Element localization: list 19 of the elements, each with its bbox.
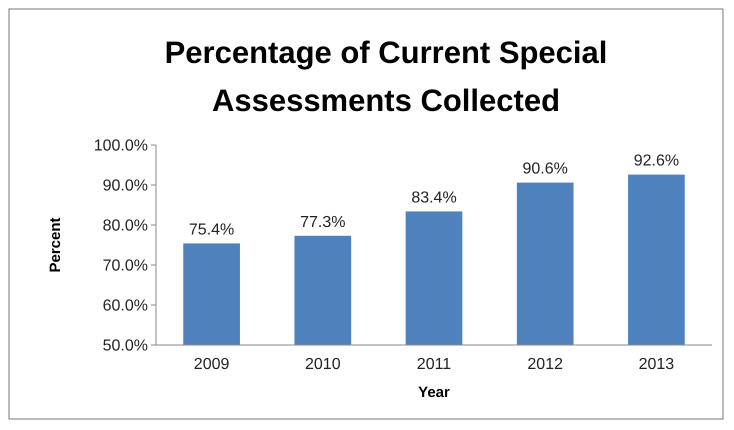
y-tick-label: 70.0%: [102, 258, 148, 275]
data-label: 77.3%: [300, 214, 346, 231]
y-tick-label: 60.0%: [102, 298, 148, 315]
data-label: 90.6%: [522, 160, 568, 178]
y-tick-label: 50.0%: [102, 338, 148, 355]
data-label: 83.4%: [411, 189, 457, 206]
x-tick-label: 2011: [416, 356, 452, 373]
y-tick-label: 80.0%: [102, 218, 148, 235]
chart-title: Percentage of Current Special Assessments Collected: [164, 35, 608, 118]
data-label: 92.6%: [634, 152, 680, 170]
y-axis-title: Percent: [47, 217, 64, 273]
x-tick-label: 2009: [194, 356, 230, 373]
x-tick-label: 2012: [527, 356, 564, 373]
y-tick-label: 100.0%: [94, 138, 148, 155]
x-axis-title: Year: [418, 384, 450, 401]
x-tick-label: 2010: [305, 356, 341, 373]
x-tick-label: 2013: [638, 356, 674, 373]
data-label: 75.4%: [188, 221, 234, 238]
y-tick-label: 90.0%: [102, 178, 148, 195]
